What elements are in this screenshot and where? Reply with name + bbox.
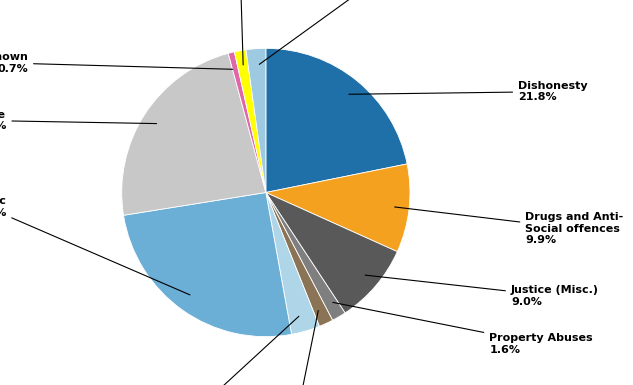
Text: Dishonesty
21.8%: Dishonesty 21.8%: [349, 81, 587, 102]
Wedge shape: [266, 192, 320, 334]
Text: Property Damage
1.6%: Property Damage 1.6%: [240, 310, 349, 385]
Wedge shape: [234, 50, 266, 192]
Text: Unknown
0.7%: Unknown 0.7%: [0, 52, 233, 74]
Text: Traffic
25.3%: Traffic 25.3%: [0, 196, 190, 295]
Wedge shape: [266, 49, 407, 192]
Text: Drugs and Anti-
Social offences
9.9%: Drugs and Anti- Social offences 9.9%: [395, 207, 624, 245]
Wedge shape: [122, 54, 266, 215]
Wedge shape: [229, 52, 266, 192]
Text: Property Abuses
1.6%: Property Abuses 1.6%: [333, 302, 593, 355]
Wedge shape: [266, 164, 410, 252]
Wedge shape: [246, 49, 266, 192]
Text: Sexual Offences
3.2%: Sexual Offences 3.2%: [136, 316, 299, 385]
Text: Administrative
2.2%: Administrative 2.2%: [260, 0, 437, 64]
Text: No MSO*
1.3%: No MSO* 1.3%: [213, 0, 267, 65]
Text: Violence
23.3%: Violence 23.3%: [0, 110, 156, 131]
Wedge shape: [266, 192, 398, 313]
Text: Justice (Misc.)
9.0%: Justice (Misc.) 9.0%: [365, 275, 599, 307]
Wedge shape: [123, 192, 292, 336]
Wedge shape: [266, 192, 345, 320]
Wedge shape: [266, 192, 332, 326]
